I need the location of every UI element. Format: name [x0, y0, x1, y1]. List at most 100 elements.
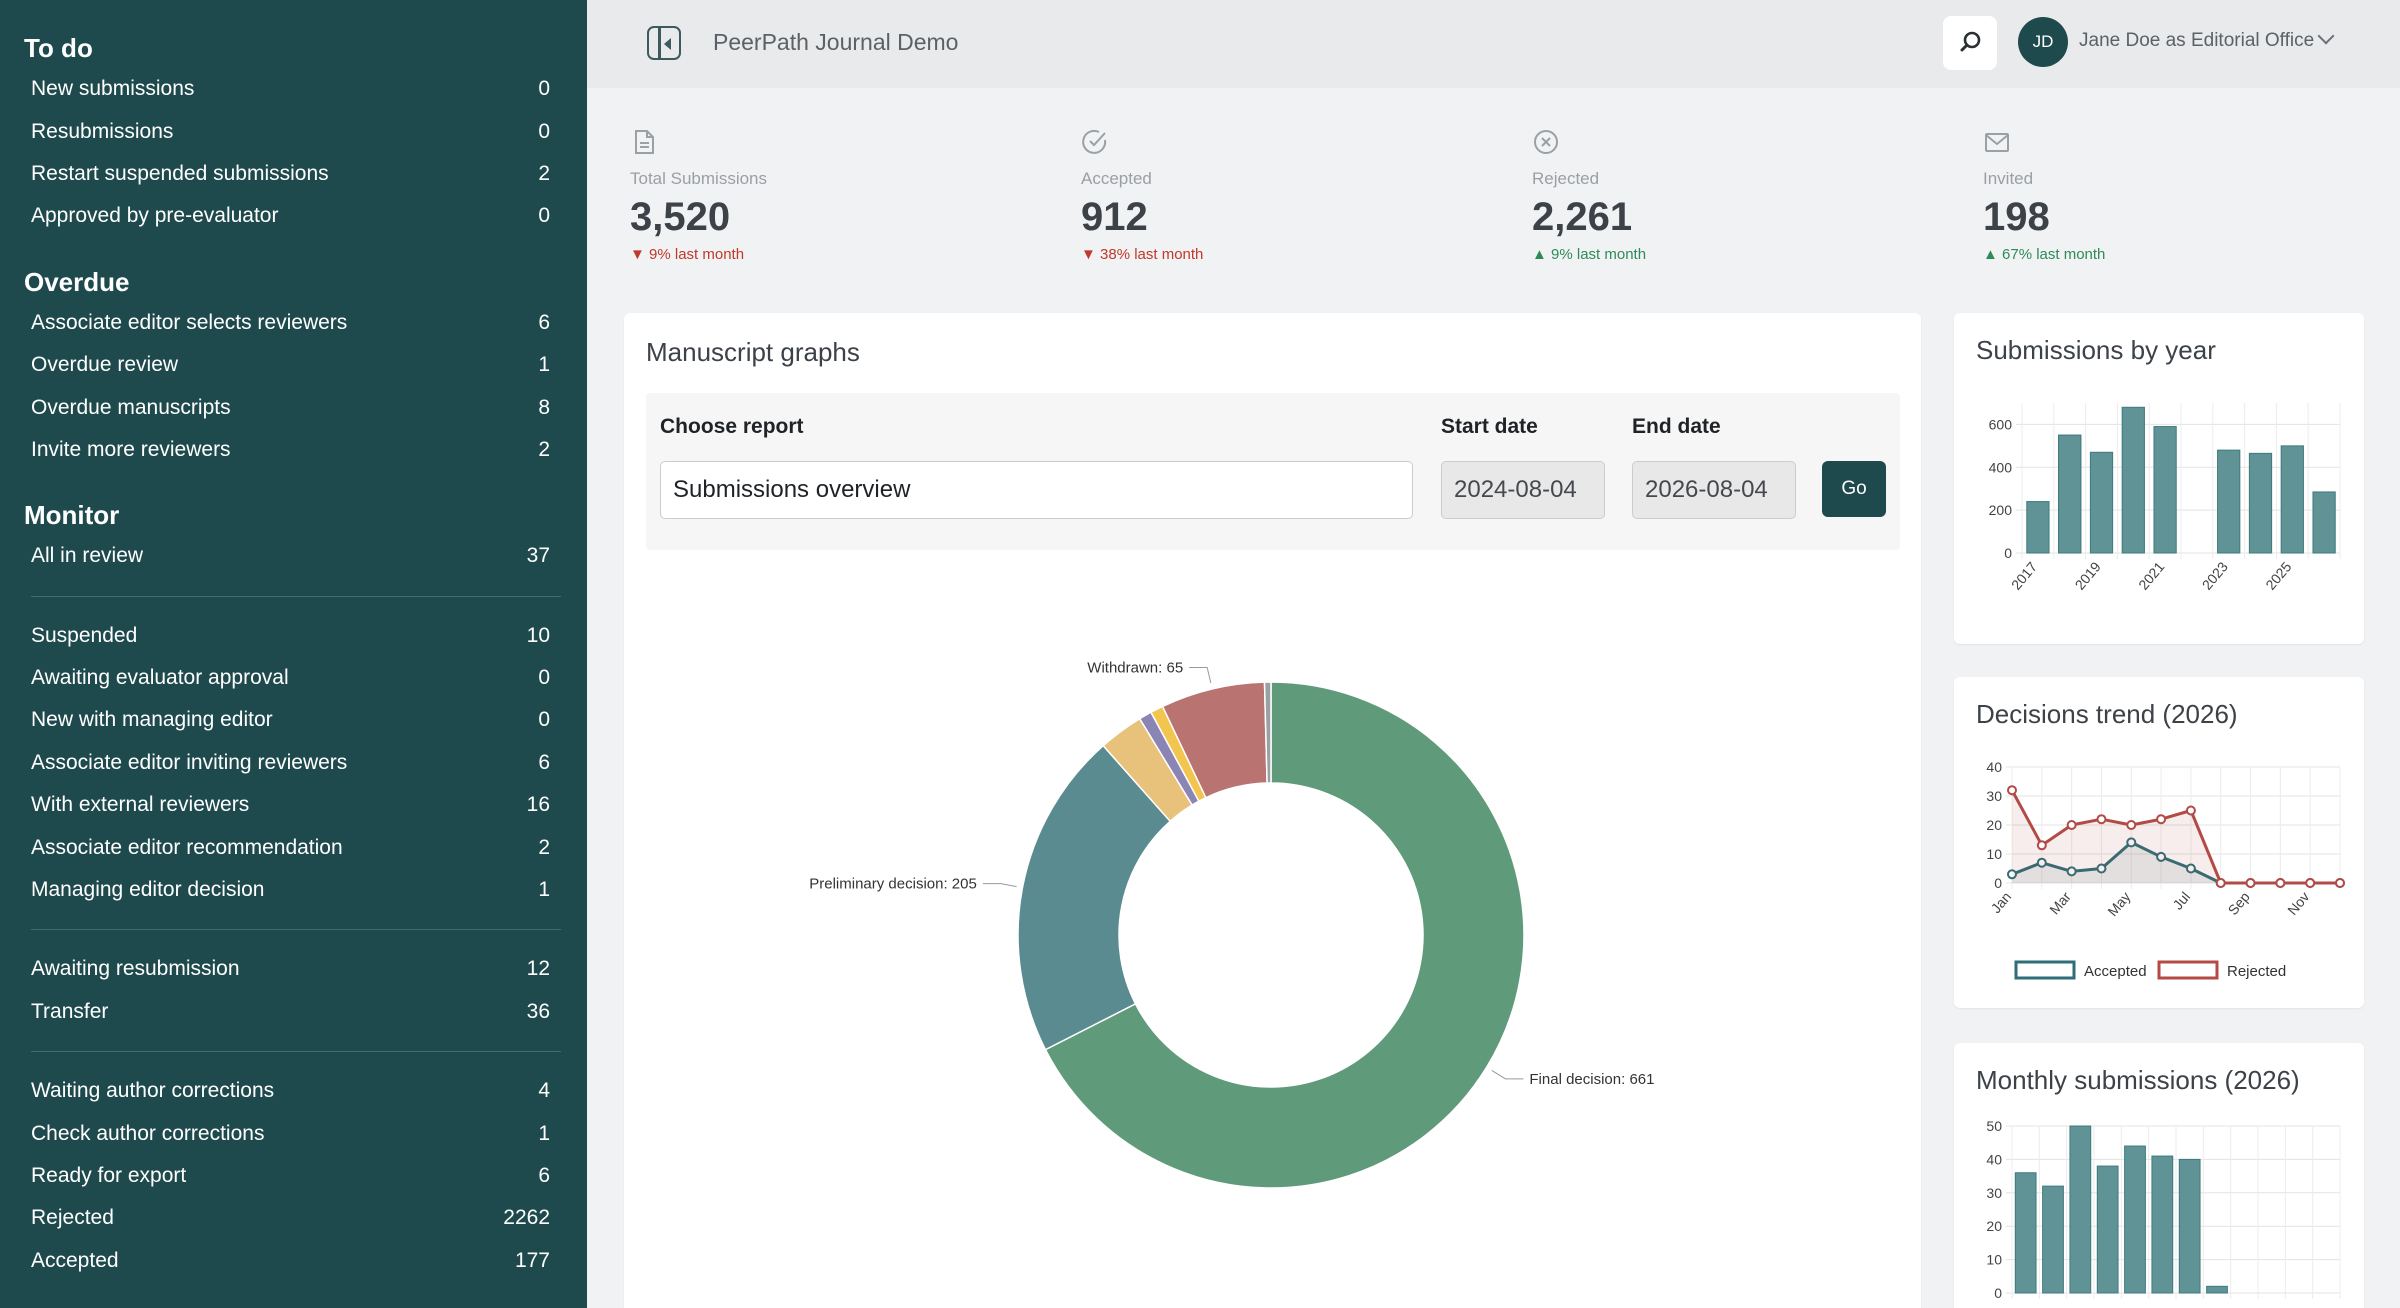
sidebar-item[interactable]: Managing editor decision 1: [0, 869, 587, 911]
bar[interactable]: [2014, 1172, 2037, 1294]
sidebar-item[interactable]: Ready for export 6: [0, 1155, 587, 1197]
bar[interactable]: [2124, 1145, 2146, 1294]
sidebar-item-count: 4: [538, 1079, 550, 1103]
report-select[interactable]: Submissions overview: [660, 461, 1413, 519]
sidebar-item-count: 12: [526, 957, 550, 981]
data-point[interactable]: [2036, 857, 2047, 868]
sidebar-item[interactable]: With external reviewers 16: [0, 784, 587, 826]
data-point[interactable]: [2066, 866, 2077, 877]
sidebar-item[interactable]: Associate editor inviting reviewers 6: [0, 742, 587, 784]
bar[interactable]: [2217, 449, 2241, 554]
data-point[interactable]: [2007, 785, 2017, 796]
bar[interactable]: [2069, 1125, 2092, 1294]
bar[interactable]: [2206, 1285, 2228, 1294]
chevron-down-icon[interactable]: [2317, 27, 2335, 45]
data-point[interactable]: [2156, 851, 2167, 862]
arrow-down-icon: ▼: [1081, 246, 1101, 263]
sidebar-item[interactable]: New submissions 0: [0, 68, 587, 110]
data-point[interactable]: [2335, 878, 2345, 888]
x-circle-icon: [1534, 130, 1558, 154]
y-tick-label: 600: [1989, 416, 2013, 432]
sidebar-item[interactable]: New with managing editor 0: [0, 699, 587, 741]
sidebar-item-label: All in review: [31, 544, 144, 568]
avatar[interactable]: JD: [2018, 17, 2068, 67]
data-point[interactable]: [2096, 863, 2107, 874]
sidebar-item[interactable]: Resubmissions 0: [0, 110, 587, 152]
sidebar-item-label: With external reviewers: [31, 793, 250, 817]
data-point[interactable]: [2245, 878, 2256, 888]
bar[interactable]: [2178, 1158, 2201, 1294]
data-point[interactable]: [2156, 814, 2167, 825]
data-point[interactable]: [2305, 878, 2316, 888]
sidebar-item[interactable]: Approved by pre-evaluator 0: [0, 195, 587, 237]
decisions-trend-chart: 0 10 20 30 40 Jan Mar May Jul Sep Nov Accepted Rejec…: [1986, 759, 2345, 980]
bar[interactable]: [2121, 406, 2145, 554]
search-icon: [1960, 31, 1981, 52]
sidebar-item[interactable]: Suspended 10: [0, 615, 587, 657]
bar[interactable]: [2096, 1165, 2119, 1294]
sidebar-item[interactable]: Associate editor recommendation 2: [0, 826, 587, 868]
bar[interactable]: [2089, 451, 2114, 554]
sidebar-item[interactable]: Invite more reviewers 2: [0, 429, 587, 471]
x-tick-label: 2025: [2262, 558, 2294, 592]
data-point[interactable]: [2096, 814, 2107, 825]
sidebar-item[interactable]: Overdue manuscripts 8: [0, 386, 587, 428]
start-date-input[interactable]: 2024-08-04: [1441, 461, 1605, 519]
bar[interactable]: [2280, 445, 2304, 554]
data-point[interactable]: [2126, 837, 2137, 848]
end-date-input[interactable]: 2026-08-04: [1632, 461, 1796, 519]
bar[interactable]: [2058, 434, 2082, 554]
stat-value: 2,261: [1532, 195, 1633, 239]
bar[interactable]: [2026, 501, 2050, 554]
sidebar-item-count: 177: [514, 1248, 550, 1272]
sidebar-item[interactable]: Associate editor selects reviewers 6: [0, 302, 587, 344]
sidebar-item-label: Resubmissions: [31, 119, 174, 143]
data-point[interactable]: [2126, 820, 2137, 830]
stat-change-text: 9% last month: [1551, 246, 1647, 263]
data-point[interactable]: [2275, 878, 2286, 888]
sidebar-item-label: Associate editor selects reviewers: [31, 310, 348, 334]
sidebar-item[interactable]: Accepted 177: [0, 1240, 587, 1282]
donut-slice[interactable]: [1263, 681, 1272, 784]
bar[interactable]: [2042, 1185, 2064, 1294]
start-date-label: Start date: [1441, 415, 1538, 438]
sidebar-item[interactable]: Awaiting resubmission 12: [0, 948, 587, 990]
sidebar-item[interactable]: Transfer 36: [0, 991, 587, 1033]
data-point[interactable]: [2215, 878, 2226, 888]
data-point[interactable]: [2066, 820, 2077, 830]
bar[interactable]: [2153, 426, 2177, 554]
bar[interactable]: [2248, 452, 2273, 554]
donut-slice-label: Preliminary decision: 205: [809, 876, 977, 893]
donut-leader-line: [1491, 1070, 1524, 1080]
sidebar-item-label: Suspended: [31, 623, 138, 647]
sidebar-item[interactable]: All in review 37: [0, 535, 587, 577]
y-tick-label: 10: [1986, 846, 2002, 862]
bar[interactable]: [2312, 491, 2336, 554]
y-tick-label: 0: [2004, 545, 2012, 561]
sidebar-item[interactable]: Overdue review 1: [0, 344, 587, 386]
choose-report-label: Choose report: [660, 415, 804, 438]
data-point[interactable]: [2185, 863, 2196, 874]
x-tick-label: Sep: [2225, 888, 2253, 918]
y-tick-label: 20: [1986, 1218, 2002, 1234]
donut-slice[interactable]: [1044, 681, 1525, 1189]
donut-slice-label: Final decision: 661: [1529, 1071, 1654, 1088]
go-button[interactable]: Go: [1822, 461, 1886, 517]
sidebar-item[interactable]: Check author corrections 1: [0, 1112, 587, 1154]
sidebar-item[interactable]: Rejected 2262: [0, 1197, 587, 1239]
sidebar-item[interactable]: Restart suspended submissions 2: [0, 153, 587, 195]
sidebar-item[interactable]: Waiting author corrections 4: [0, 1070, 587, 1112]
data-point[interactable]: [2185, 805, 2196, 816]
stat-change: ▼ 9% last month: [630, 246, 1030, 263]
search-button[interactable]: [1943, 16, 1997, 70]
bar[interactable]: [2151, 1155, 2174, 1294]
donut-slice[interactable]: [1017, 744, 1172, 1051]
data-point[interactable]: [2036, 840, 2047, 851]
sidebar-item-count: 0: [538, 708, 550, 732]
report-form: Choose report Start date End date Submis…: [646, 393, 1900, 550]
sidebar-toggle-icon[interactable]: [647, 26, 681, 60]
data-point[interactable]: [2007, 869, 2017, 880]
stat-card: Invited 198 ▲ 67% last month: [1983, 128, 2383, 263]
user-menu-label[interactable]: Jane Doe as Editorial Office: [2079, 30, 2315, 51]
sidebar-item[interactable]: Awaiting evaluator approval 0: [0, 657, 587, 699]
